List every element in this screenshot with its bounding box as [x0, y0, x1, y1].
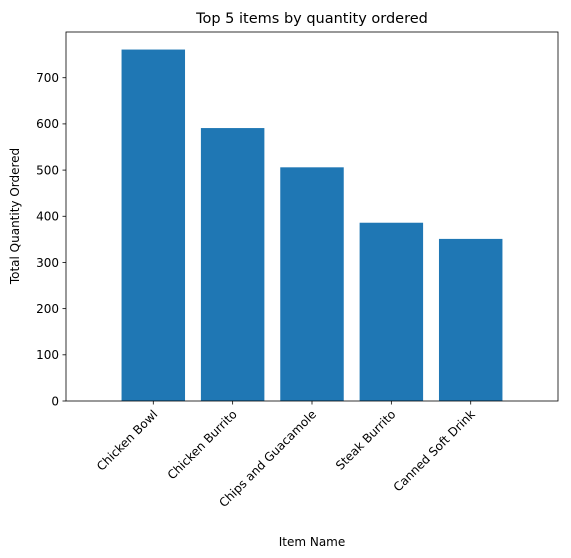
- y-tick-label: 200: [36, 302, 59, 316]
- y-tick-label: 100: [36, 348, 59, 362]
- y-tick-label: 0: [51, 394, 59, 408]
- bar-chips-and-guacamole: [280, 167, 343, 401]
- y-tick-label: 500: [36, 163, 59, 177]
- x-tick-label: Chicken Burrito: [165, 407, 240, 482]
- bar-chicken-bowl: [122, 50, 185, 401]
- bar-steak-burrito: [360, 223, 423, 401]
- x-axis-label: Item Name: [279, 535, 346, 549]
- chart-title: Top 5 items by quantity ordered: [195, 11, 428, 27]
- bar-canned-soft-drink: [439, 239, 502, 401]
- y-axis-ticks: 0 100 200 300 400 500 600 700: [36, 71, 66, 408]
- bar-chicken-burrito: [201, 128, 264, 401]
- x-tick-label: Steak Burrito: [333, 407, 399, 473]
- x-tick-label: Chicken Bowl: [94, 407, 160, 473]
- x-tick-label: Canned Soft Drink: [391, 407, 478, 494]
- y-tick-label: 400: [36, 210, 59, 224]
- y-axis-label: Total Quantity Ordered: [8, 148, 22, 285]
- y-tick-label: 300: [36, 256, 59, 270]
- y-tick-label: 600: [36, 117, 59, 131]
- y-tick-label: 700: [36, 71, 59, 85]
